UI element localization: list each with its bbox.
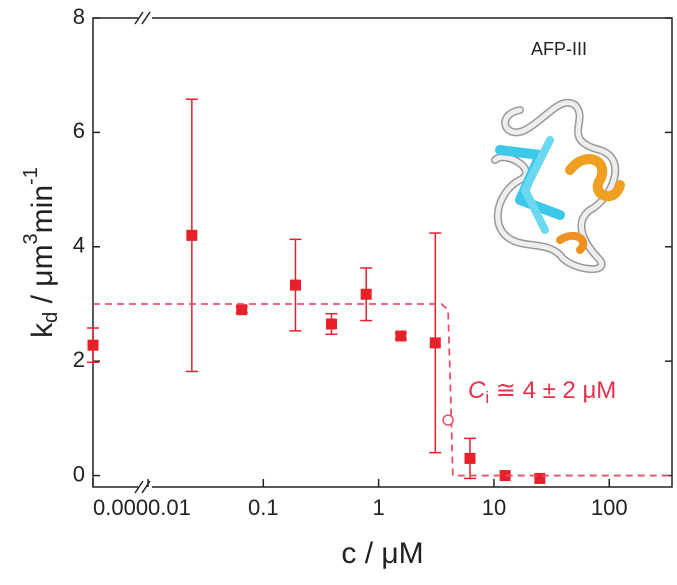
data-point — [464, 452, 476, 464]
y-axis-title-part: k — [26, 322, 59, 338]
data-point — [186, 229, 198, 241]
axis-break-gap — [138, 484, 152, 490]
axis-break-mark — [141, 11, 151, 25]
y-tick-label: 2 — [73, 347, 85, 372]
protein-structure — [491, 98, 625, 274]
data-point — [534, 472, 546, 484]
plot-frame — [92, 17, 673, 488]
data-point — [499, 470, 511, 482]
y-axis-title: kd / μm3min-1 — [20, 167, 62, 338]
x-tick-label: 0.1 — [248, 495, 279, 520]
annotation-symbol: C — [468, 377, 486, 404]
axis-break-gap — [138, 15, 152, 21]
x-tick-label: 0.000 — [93, 495, 148, 520]
y-axis-title-part: / μm — [26, 244, 59, 311]
axis-break-mark — [134, 11, 144, 25]
y-axis-title-part: d — [40, 312, 62, 323]
y-axis-title-part: 3 — [20, 233, 42, 244]
x-axis-title: c / μM — [341, 537, 423, 570]
data-point — [395, 330, 407, 342]
x-tick-label: 10 — [482, 495, 506, 520]
y-tick-label: 0 — [73, 461, 85, 486]
annotation-sub: i — [485, 388, 489, 407]
x-tick-label: 1 — [373, 495, 385, 520]
y-tick-label: 6 — [73, 118, 85, 143]
inset-label: AFP-III — [531, 39, 587, 59]
fit-line — [93, 303, 672, 477]
data-point — [289, 279, 301, 291]
data-point — [87, 339, 99, 351]
data-point — [236, 304, 248, 316]
data-point — [325, 318, 337, 330]
annotation-text: ≅ 4 ± 2 μM — [489, 377, 616, 404]
marker-point — [442, 414, 454, 426]
x-tick-label: 100 — [591, 495, 628, 520]
axis-break-mark — [134, 480, 144, 494]
y-tick-label: 8 — [73, 4, 85, 29]
y-axis-title-part: -1 — [20, 167, 42, 185]
x-tick-label: 0.01 — [148, 495, 191, 520]
data-point — [429, 337, 441, 349]
data-point — [360, 288, 372, 300]
y-axis-title-part: min — [26, 185, 59, 233]
annotation: Ci ≅ 4 ± 2 μM — [468, 377, 616, 407]
y-tick-label: 4 — [73, 233, 85, 258]
